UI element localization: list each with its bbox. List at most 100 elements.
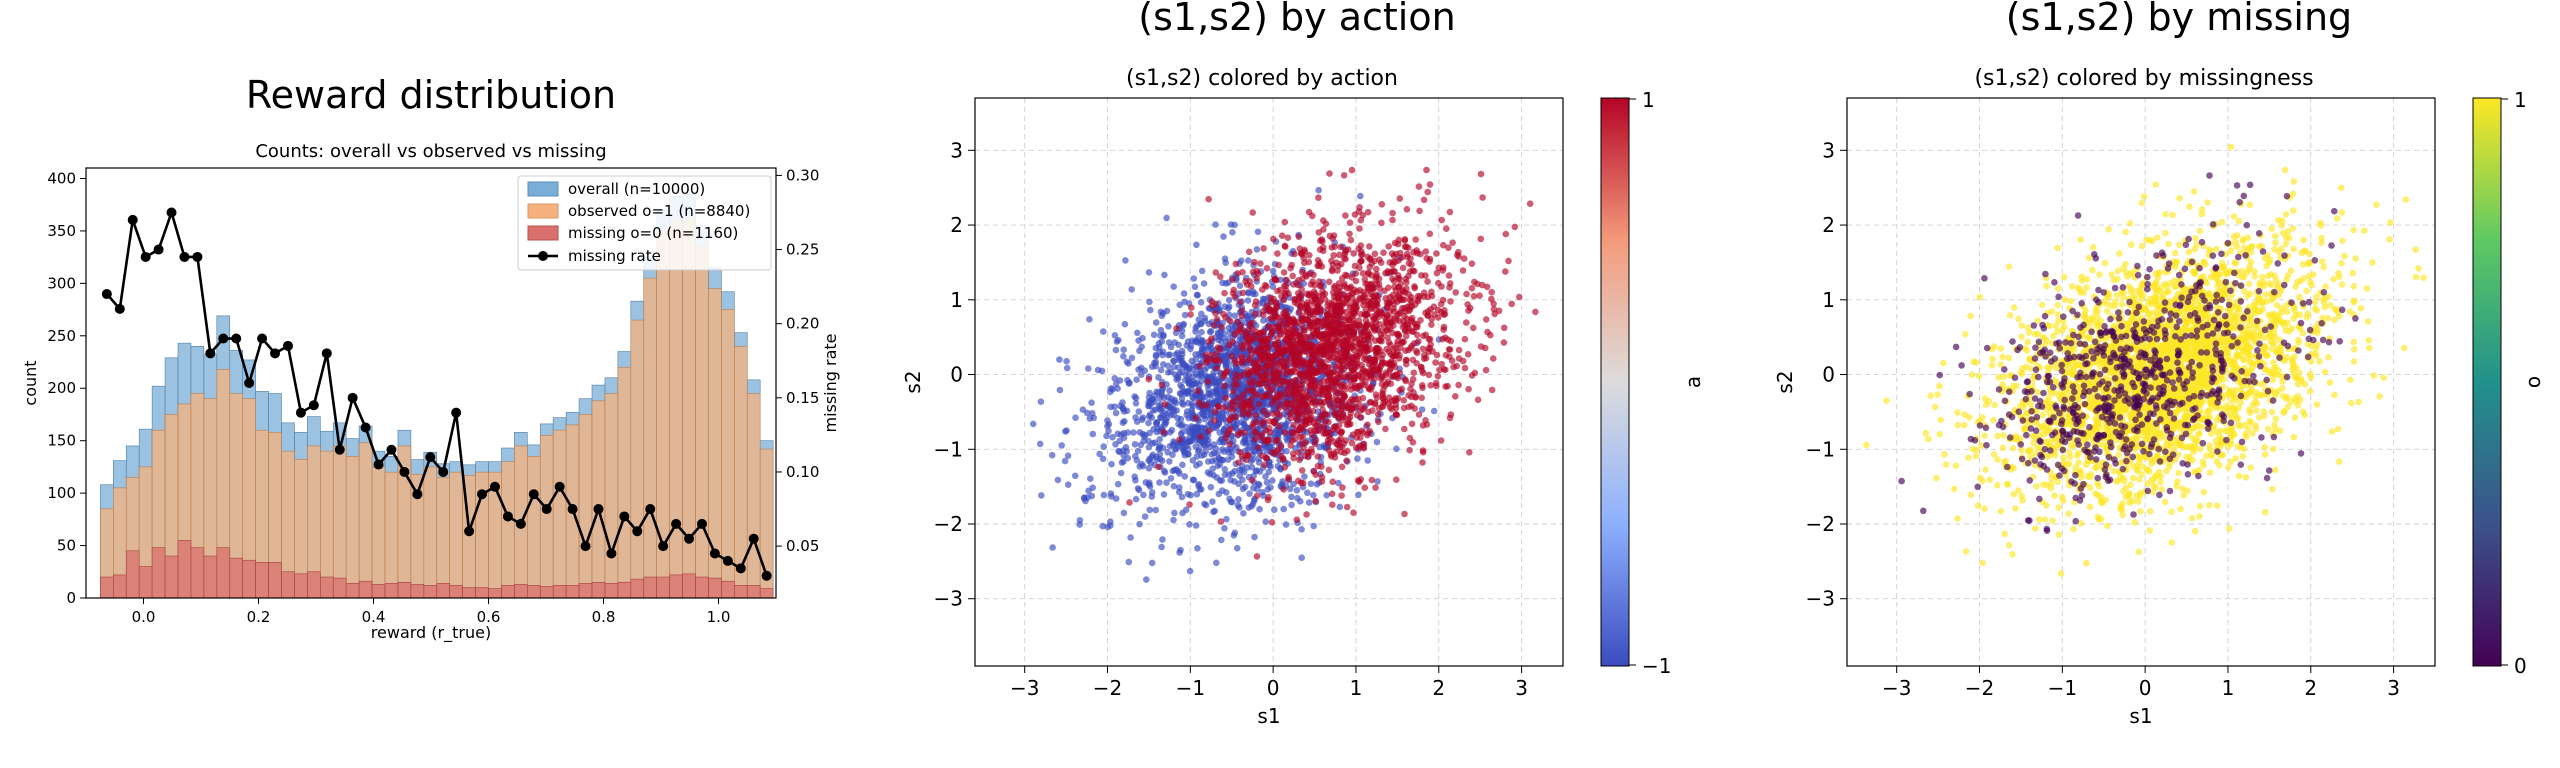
- point-action-pos: [1360, 381, 1368, 389]
- point-action-neg: [1111, 375, 1118, 382]
- point-action-pos: [1427, 382, 1434, 389]
- bar-missing: [113, 574, 127, 599]
- point-action-neg: [1236, 504, 1243, 511]
- point-action-pos: [1251, 258, 1258, 266]
- point-action-pos: [1387, 325, 1394, 332]
- action-colorbar: [1600, 97, 1630, 667]
- point-action-pos: [1415, 297, 1422, 305]
- point-action-pos: [1306, 322, 1314, 330]
- missing-rate-point: [166, 207, 177, 218]
- point-action-pos: [1356, 264, 1363, 272]
- point-action-pos: [1230, 388, 1237, 395]
- point-action-pos: [1347, 344, 1355, 352]
- point-observed: [1982, 466, 1989, 474]
- point-action-pos: [1310, 271, 1317, 279]
- point-action-pos: [1365, 360, 1373, 368]
- missing-rate-point: [684, 533, 695, 544]
- point-action-neg: [1063, 364, 1071, 372]
- point-action-neg: [1124, 454, 1132, 462]
- point-action-pos: [1306, 291, 1313, 299]
- point-action-neg: [1181, 298, 1188, 306]
- point-action-pos: [1348, 439, 1356, 447]
- x-tick-label: 3: [1515, 676, 1528, 700]
- point-observed: [2065, 510, 2072, 518]
- point-action-pos: [1187, 311, 1194, 318]
- missing-rate-point: [347, 392, 358, 403]
- point-observed: [1933, 474, 1940, 482]
- point-observed: [2095, 483, 2103, 490]
- point-action-pos: [1434, 372, 1442, 380]
- point-action-neg: [1177, 430, 1185, 438]
- point-action-neg: [1082, 497, 1089, 505]
- point-action-pos: [1399, 264, 1407, 272]
- point-action-neg: [1123, 358, 1131, 366]
- point-action-pos: [1389, 261, 1396, 269]
- point-action-neg: [1118, 459, 1126, 466]
- point-action-pos: [1344, 419, 1352, 427]
- point-action-neg: [1204, 469, 1212, 476]
- point-action-neg: [1254, 480, 1262, 488]
- point-action-pos: [1370, 324, 1377, 332]
- point-action-pos: [1380, 249, 1387, 256]
- point-action-neg: [1246, 490, 1253, 498]
- point-action-neg: [1114, 430, 1122, 438]
- point-action-pos: [1343, 457, 1350, 465]
- point-action-neg: [1225, 303, 1233, 311]
- point-action-pos: [1245, 411, 1253, 418]
- point-action-pos: [1332, 343, 1340, 350]
- point-action-pos: [1322, 418, 1329, 425]
- missing-rate-polyline: [105, 208, 768, 577]
- point-action-neg: [1184, 388, 1191, 395]
- point-action-pos: [1260, 407, 1267, 415]
- point-action-pos: [1440, 326, 1447, 334]
- point-action-pos: [1321, 410, 1329, 418]
- point-action-neg: [1255, 459, 1263, 466]
- point-action-pos: [1287, 442, 1294, 449]
- point-action-pos: [1237, 298, 1244, 306]
- point-action-pos: [1328, 490, 1336, 498]
- point-action-pos: [1305, 258, 1313, 266]
- point-action-pos: [1158, 381, 1166, 389]
- point-action-pos: [1311, 332, 1319, 340]
- point-action-pos: [1495, 307, 1503, 315]
- point-observed: [2057, 570, 2065, 577]
- x-tick-label: −2: [1093, 676, 1122, 700]
- point-action-pos: [1259, 346, 1267, 353]
- point-action-pos: [1161, 401, 1169, 408]
- point-observed: [2165, 240, 2172, 248]
- point-action-pos: [1264, 335, 1272, 343]
- action-cbar-label: a: [1681, 376, 1705, 388]
- point-action-neg: [1194, 291, 1201, 299]
- point-action-pos: [1350, 329, 1357, 336]
- point-action-pos: [1379, 394, 1387, 402]
- bar-missing: [501, 585, 515, 599]
- point-action-pos: [1293, 390, 1300, 397]
- point-action-pos: [1488, 295, 1495, 303]
- point-action-pos: [1482, 344, 1489, 352]
- point-observed: [1967, 312, 1974, 320]
- point-action-neg: [1373, 438, 1381, 446]
- point-action-neg: [1112, 346, 1120, 354]
- point-action-pos: [1418, 272, 1425, 279]
- point-action-neg: [1094, 366, 1102, 374]
- point-action-pos: [1265, 392, 1272, 400]
- point-action-pos: [1274, 287, 1281, 295]
- point-action-pos: [1532, 308, 1539, 316]
- point-action-pos: [1424, 278, 1431, 285]
- point-action-pos: [1408, 314, 1416, 322]
- point-action-neg: [1089, 430, 1097, 438]
- point-action-neg: [1239, 439, 1247, 446]
- bar-observed: [332, 445, 347, 599]
- point-action-neg: [1166, 351, 1174, 359]
- point-action-pos: [1272, 437, 1280, 445]
- point-action-pos: [1502, 268, 1509, 275]
- missing-rate-point: [412, 489, 423, 500]
- missing-rate-point: [270, 348, 281, 359]
- point-action-pos: [1248, 319, 1255, 327]
- point-action-pos: [1383, 380, 1390, 388]
- point-observed: [2366, 344, 2373, 352]
- point-observed: [2290, 178, 2298, 185]
- point-action-pos: [1311, 350, 1318, 358]
- point-action-neg: [1190, 380, 1197, 388]
- point-action-pos: [1385, 339, 1393, 346]
